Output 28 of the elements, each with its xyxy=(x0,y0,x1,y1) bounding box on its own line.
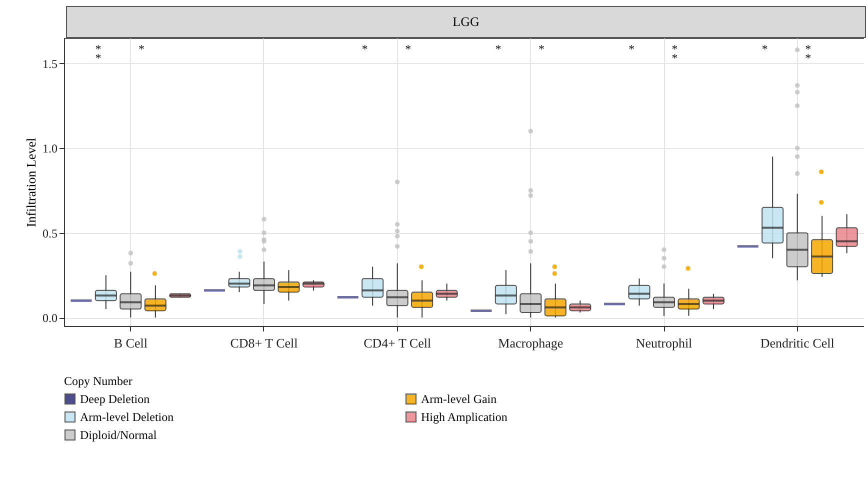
annotation: * xyxy=(538,42,544,56)
legend-label: Diploid/Normal xyxy=(80,428,158,442)
annotation: * xyxy=(95,51,102,65)
legend-label: Arm-level Deletion xyxy=(80,410,174,424)
annotation: * xyxy=(495,42,502,56)
annotation: * xyxy=(672,51,678,65)
annotation: * xyxy=(805,51,812,65)
x-tick-label: Macrophage xyxy=(498,336,564,350)
annotation: * xyxy=(362,42,368,56)
y-tick-label: 1.0 xyxy=(42,142,58,156)
annotation: * xyxy=(405,42,412,56)
legend-label: Deep Deletion xyxy=(80,392,150,406)
legend-title: Copy Number xyxy=(64,374,132,388)
y-tick-label: 0.0 xyxy=(42,311,58,326)
annotation: * xyxy=(138,42,144,56)
x-tick-label: CD4+ T Cell xyxy=(364,336,432,350)
x-tick-label: Dendritic Cell xyxy=(760,336,835,350)
x-tick-label: Neutrophil xyxy=(636,336,693,350)
x-tick-label: B Cell xyxy=(114,336,148,350)
x-tick-label: CD8+ T Cell xyxy=(230,336,298,350)
legend-label: High Amplication xyxy=(421,410,508,424)
legend-label: Arm-level Gain xyxy=(421,392,497,406)
y-tick-label: 0.5 xyxy=(42,226,58,240)
annotation: * xyxy=(628,42,635,56)
y-tick-label: 1.5 xyxy=(42,56,58,71)
y-axis-title: Infiltration Level xyxy=(24,138,38,228)
annotation: * xyxy=(762,42,768,56)
chart-title: LGG xyxy=(66,6,866,38)
